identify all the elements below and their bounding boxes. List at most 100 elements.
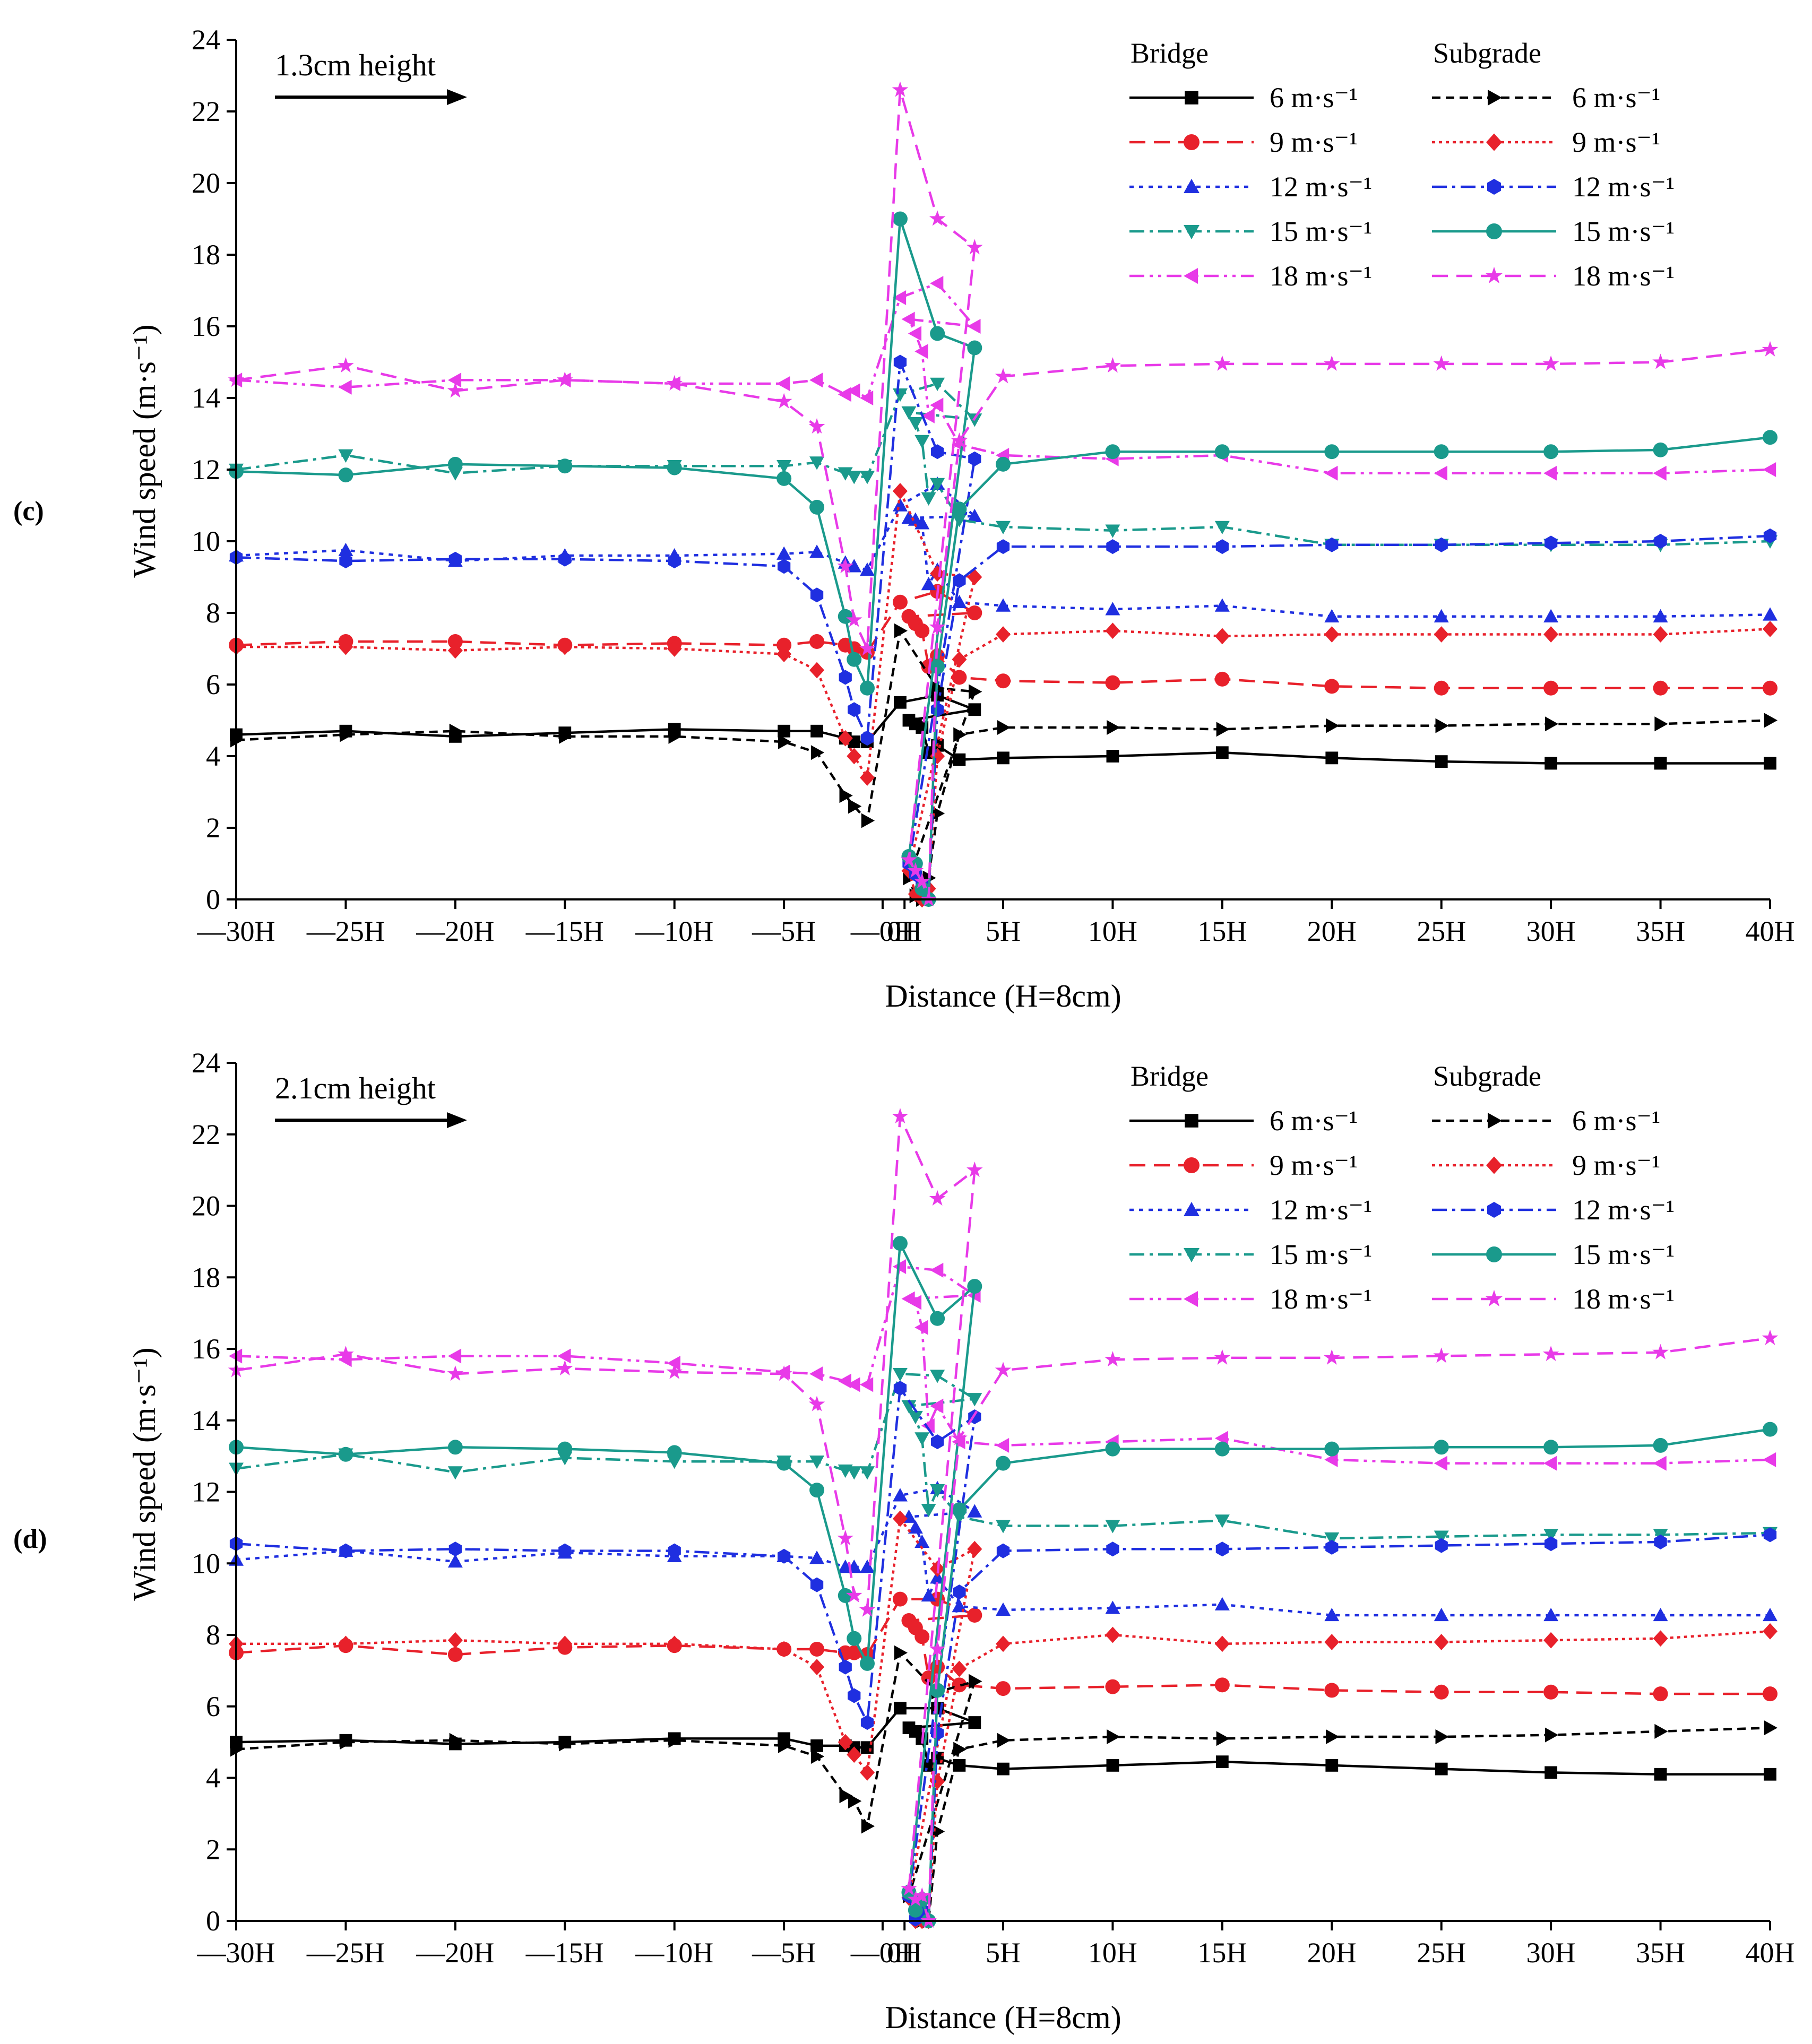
data-point (1105, 675, 1120, 690)
data-point (847, 383, 860, 399)
data-point (1324, 465, 1338, 481)
data-point (1488, 1113, 1502, 1129)
data-point (557, 638, 573, 655)
y-tick-label: 22 (192, 96, 220, 127)
data-point (1184, 134, 1200, 150)
panel-label: (c) (13, 496, 44, 526)
data-point (1763, 528, 1777, 543)
data-point (667, 1445, 682, 1460)
y-tick-label: 6 (206, 669, 220, 700)
data-point (847, 1746, 862, 1763)
data-point (668, 1543, 681, 1558)
data-point (1652, 1344, 1669, 1359)
data-point (953, 727, 967, 742)
data-point (848, 1794, 862, 1809)
data-point (952, 651, 967, 668)
data-point (776, 1641, 792, 1658)
data-point (892, 388, 908, 402)
y-tick-label: 0 (206, 884, 220, 915)
data-point (776, 546, 792, 560)
data-point (1214, 1431, 1229, 1446)
data-point (339, 553, 352, 569)
data-point (1184, 1248, 1200, 1262)
data-point (1326, 1729, 1340, 1745)
height-arrow (275, 1112, 467, 1128)
y-tick-label: 20 (192, 167, 220, 199)
data-point (1105, 357, 1121, 373)
data-point (921, 1418, 935, 1433)
data-point (847, 471, 862, 484)
data-point (913, 873, 930, 889)
data-point (860, 1466, 875, 1480)
x-tick-label: —20H (416, 1937, 494, 1969)
data-point (1763, 1686, 1778, 1702)
data-point (1105, 602, 1120, 616)
data-point (929, 1640, 946, 1656)
data-point (930, 377, 945, 391)
height-annotation: 2.1cm height (275, 1071, 436, 1105)
x-tick-label: —10H (635, 915, 713, 947)
data-point (338, 542, 353, 557)
data-point (996, 626, 1011, 643)
data-point (952, 1660, 967, 1677)
data-point (1434, 465, 1447, 481)
data-point (848, 1688, 861, 1703)
legend-item: 15 m·s⁻¹ (1129, 215, 1372, 247)
y-tick-label: 8 (206, 597, 220, 629)
y-tick-label: 24 (192, 24, 220, 56)
data-point (1185, 91, 1198, 105)
data-point (1214, 1597, 1230, 1610)
data-point (449, 723, 463, 739)
data-point (1763, 462, 1776, 477)
data-point (997, 751, 1009, 765)
data-point (776, 471, 792, 486)
series-subgrade-6 (229, 1510, 1778, 1929)
data-point (1184, 1157, 1200, 1173)
data-point (930, 659, 945, 674)
legend-label: 12 m·s⁻¹ (1572, 171, 1675, 203)
y-axis-label: Wind speed (m·s⁻¹) (127, 324, 162, 577)
x-tick-label: 15H (1197, 915, 1247, 947)
data-point (894, 1702, 907, 1715)
y-tick-label: 14 (192, 1405, 220, 1436)
x-tick-label: 0H (887, 915, 922, 947)
data-point (557, 1635, 573, 1652)
data-point (969, 684, 982, 699)
data-point (1435, 1729, 1449, 1745)
series-subgrade-8 (229, 1236, 1778, 1928)
series-line (236, 1372, 1771, 1540)
data-point (967, 1540, 982, 1557)
data-point (809, 1456, 825, 1469)
data-point (930, 1262, 944, 1278)
data-point (997, 720, 1011, 735)
data-point (953, 753, 966, 766)
data-point (556, 371, 573, 387)
x-tick-label: —0H (850, 915, 914, 947)
data-point (914, 344, 928, 359)
data-point (1487, 1202, 1501, 1218)
data-point (776, 1456, 792, 1471)
data-point (776, 637, 792, 653)
data-point (967, 1393, 982, 1407)
series-bridge-4 (229, 1259, 1776, 1471)
data-point (809, 1551, 825, 1564)
data-point (908, 326, 922, 341)
data-point (1486, 133, 1502, 151)
data-point (1764, 757, 1776, 770)
data-point (1214, 521, 1230, 534)
data-point (908, 1520, 923, 1534)
data-point (1763, 1527, 1777, 1543)
x-tick-label: 5H (986, 915, 1021, 947)
data-point (894, 1645, 908, 1660)
data-point (668, 553, 681, 569)
data-point (839, 1659, 852, 1675)
data-point (930, 478, 945, 491)
data-point (1324, 444, 1340, 460)
data-point (1654, 1534, 1667, 1549)
data-point (808, 418, 825, 434)
data-point (338, 449, 353, 463)
data-point (996, 456, 1011, 472)
data-point (1105, 622, 1120, 639)
legend-item: 18 m·s⁻¹ (1129, 260, 1372, 292)
